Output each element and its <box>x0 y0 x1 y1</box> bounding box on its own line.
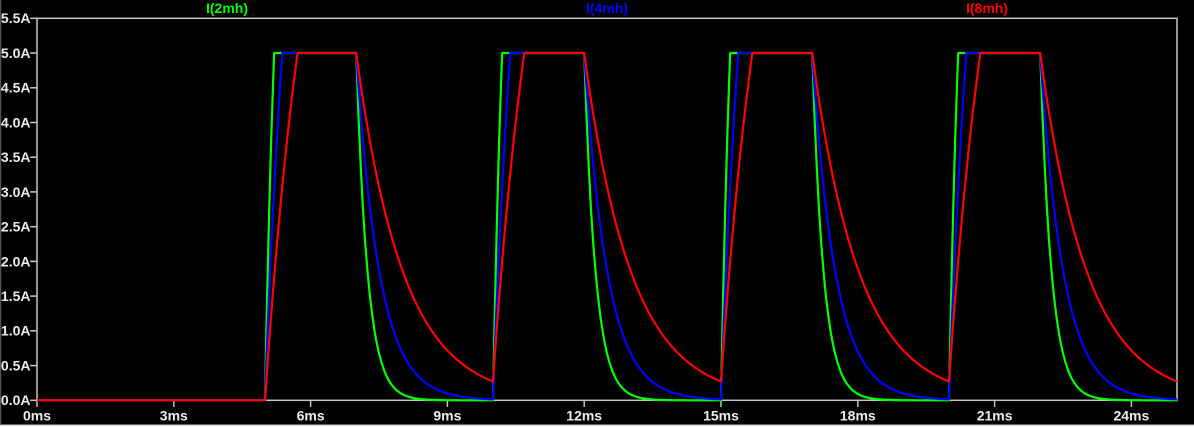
svg-text:15ms: 15ms <box>703 407 739 423</box>
svg-text:1.0A: 1.0A <box>1 323 31 339</box>
svg-text:0.5A: 0.5A <box>1 358 31 374</box>
svg-text:2.5A: 2.5A <box>1 219 31 235</box>
svg-text:3.0A: 3.0A <box>1 184 31 200</box>
svg-text:24ms: 24ms <box>1113 407 1149 423</box>
svg-text:4.0A: 4.0A <box>1 114 31 130</box>
svg-text:0.0A: 0.0A <box>1 392 31 408</box>
svg-text:I(4mh): I(4mh) <box>586 0 628 16</box>
svg-text:5.5A: 5.5A <box>1 10 31 26</box>
svg-text:2.0A: 2.0A <box>1 253 31 269</box>
svg-text:0ms: 0ms <box>23 407 51 423</box>
svg-text:12ms: 12ms <box>566 407 602 423</box>
svg-text:I(8mh): I(8mh) <box>966 0 1008 16</box>
svg-text:18ms: 18ms <box>840 407 876 423</box>
svg-text:6ms: 6ms <box>297 407 325 423</box>
svg-text:21ms: 21ms <box>977 407 1013 423</box>
svg-text:I(2mh): I(2mh) <box>206 0 248 16</box>
svg-text:5.0A: 5.0A <box>1 45 31 61</box>
svg-text:1.5A: 1.5A <box>1 288 31 304</box>
svg-text:9ms: 9ms <box>433 407 461 423</box>
svg-text:3ms: 3ms <box>160 407 188 423</box>
svg-text:4.5A: 4.5A <box>1 80 31 96</box>
svg-text:3.5A: 3.5A <box>1 149 31 165</box>
